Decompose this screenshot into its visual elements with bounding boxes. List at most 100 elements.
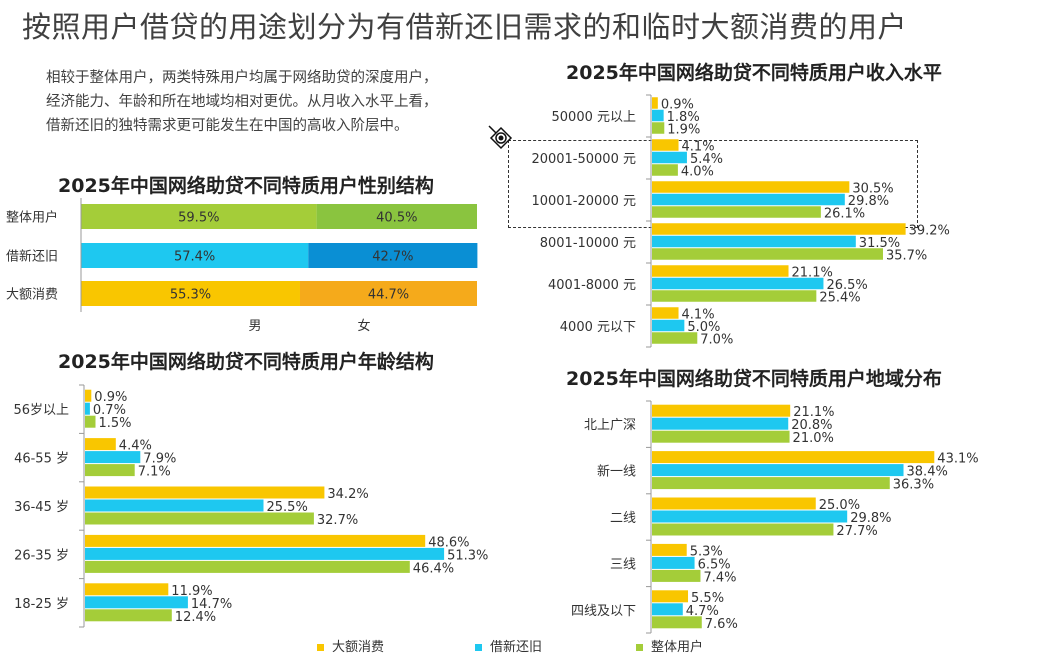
gender-category-label: 整体用户 <box>6 210 58 226</box>
income-data-label: 4.1% <box>682 139 715 154</box>
income-bar <box>652 248 883 260</box>
income-data-label: 5.4% <box>690 152 723 167</box>
gender-bar-male <box>81 243 309 268</box>
region-bar <box>652 603 683 616</box>
age-category-label: 18-25 岁 <box>14 597 69 612</box>
gender-legend-female: 女 <box>357 318 370 334</box>
income-bar <box>652 139 679 151</box>
legend-item-overall: 整体用户 <box>636 636 703 655</box>
legend-swatch <box>475 644 482 651</box>
income-data-label: 39.2% <box>909 223 950 238</box>
region-data-label: 7.6% <box>705 617 738 632</box>
age-bar <box>85 499 264 512</box>
income-bar <box>652 97 658 109</box>
region-data-label: 43.1% <box>937 452 978 467</box>
age-bar <box>85 547 445 560</box>
age-category-label: 26-35 岁 <box>14 548 69 563</box>
age-category-label: 36-45 岁 <box>14 500 69 515</box>
legend-swatch <box>317 644 324 651</box>
income-data-label: 30.5% <box>852 181 893 196</box>
income-bar <box>652 277 824 290</box>
income-category-label: 10001-20000 元 <box>531 194 636 209</box>
age-data-label: 7.1% <box>138 465 171 480</box>
region-bar <box>652 590 689 603</box>
age-bar <box>85 438 116 451</box>
age-bar <box>85 486 325 499</box>
region-data-label: 7.4% <box>703 570 736 585</box>
income-category-label: 50000 元以上 <box>552 110 637 125</box>
age-data-label: 46.4% <box>413 561 454 576</box>
gender-legend-male: 男 <box>248 319 261 334</box>
region-data-label: 36.3% <box>893 478 934 493</box>
legend-item-large: 大额消费 <box>317 636 384 655</box>
income-data-label: 0.9% <box>661 97 694 112</box>
region-bar <box>652 543 687 556</box>
age-bar <box>85 512 314 525</box>
income-bar <box>652 307 679 319</box>
region-data-label: 29.8% <box>850 511 891 526</box>
gender-bar-female <box>308 243 478 268</box>
income-category-label: 4001-8000 元 <box>548 278 636 293</box>
region-data-label: 21.0% <box>793 431 834 446</box>
gender-category-label: 借新还旧 <box>6 249 58 265</box>
legend-label: 大额消费 <box>332 640 385 655</box>
income-bar <box>652 235 856 248</box>
legend-item-renew: 借新还旧 <box>475 636 542 655</box>
region-chart-title: 2025年中国网络助贷不同特质用户地域分布 <box>566 368 942 390</box>
region-bar <box>652 616 702 629</box>
income-bar <box>652 290 817 302</box>
region-data-label: 25.0% <box>819 498 860 513</box>
gender-data-label: 55.3% <box>170 288 211 303</box>
age-data-label: 1.5% <box>99 416 132 431</box>
income-data-label: 5.0% <box>687 320 720 335</box>
description: 相较于整体用户，两类特殊用户均属于网络助贷的深度用户， 经济能力、年龄和所在地域… <box>46 66 516 138</box>
region-bar <box>652 430 790 443</box>
income-bar <box>652 319 685 332</box>
gender-chart-title: 2025年中国网络助贷不同特质用户性别结构 <box>58 175 434 197</box>
region-bar <box>652 451 935 464</box>
income-bar <box>652 122 665 134</box>
age-bar <box>85 451 141 464</box>
income-bar <box>652 109 664 122</box>
region-bar <box>652 497 816 510</box>
region-data-label: 38.4% <box>907 465 948 480</box>
region-data-label: 6.5% <box>698 557 731 572</box>
income-data-label: 7.0% <box>700 332 733 347</box>
income-bar <box>652 164 678 176</box>
pin-icon <box>488 125 513 150</box>
region-category-label: 北上广深 <box>584 418 636 433</box>
age-category-label: 46-55 岁 <box>14 452 69 467</box>
legend-label: 借新还旧 <box>490 640 543 655</box>
income-bar <box>652 193 845 206</box>
legend-label: 整体用户 <box>651 640 704 655</box>
income-data-label: 21.1% <box>792 265 833 280</box>
income-data-label: 1.8% <box>667 110 700 125</box>
age-data-label: 0.7% <box>93 403 126 418</box>
age-data-label: 25.5% <box>267 500 308 515</box>
income-category-label: 4000 元以下 <box>560 320 636 335</box>
gender-data-label: 44.7% <box>368 288 409 303</box>
age-data-label: 48.6% <box>428 535 469 550</box>
region-category-label: 二线 <box>610 511 636 526</box>
income-bar <box>652 151 687 164</box>
legend-swatch <box>636 644 643 651</box>
gender-data-label: 40.5% <box>376 211 417 226</box>
income-bar <box>652 206 821 218</box>
income-data-label: 26.5% <box>826 278 867 293</box>
income-data-label: 4.0% <box>681 164 714 179</box>
region-data-label: 4.7% <box>686 604 719 619</box>
page-title: 按照用户借贷的用途划分为有借新还旧需求的和临时大额消费的用户 <box>22 10 908 44</box>
income-data-label: 35.7% <box>886 248 927 263</box>
region-bar <box>652 404 791 417</box>
gender-data-label: 57.4% <box>174 250 215 265</box>
income-bar <box>652 181 850 193</box>
income-bar <box>652 223 906 235</box>
region-bar <box>652 523 834 536</box>
region-bar <box>652 569 701 582</box>
gender-data-label: 59.5% <box>178 211 219 226</box>
region-category-label: 四线及以下 <box>571 604 636 619</box>
age-bar <box>85 583 169 596</box>
region-data-label: 27.7% <box>836 524 877 539</box>
income-bar <box>652 332 698 344</box>
